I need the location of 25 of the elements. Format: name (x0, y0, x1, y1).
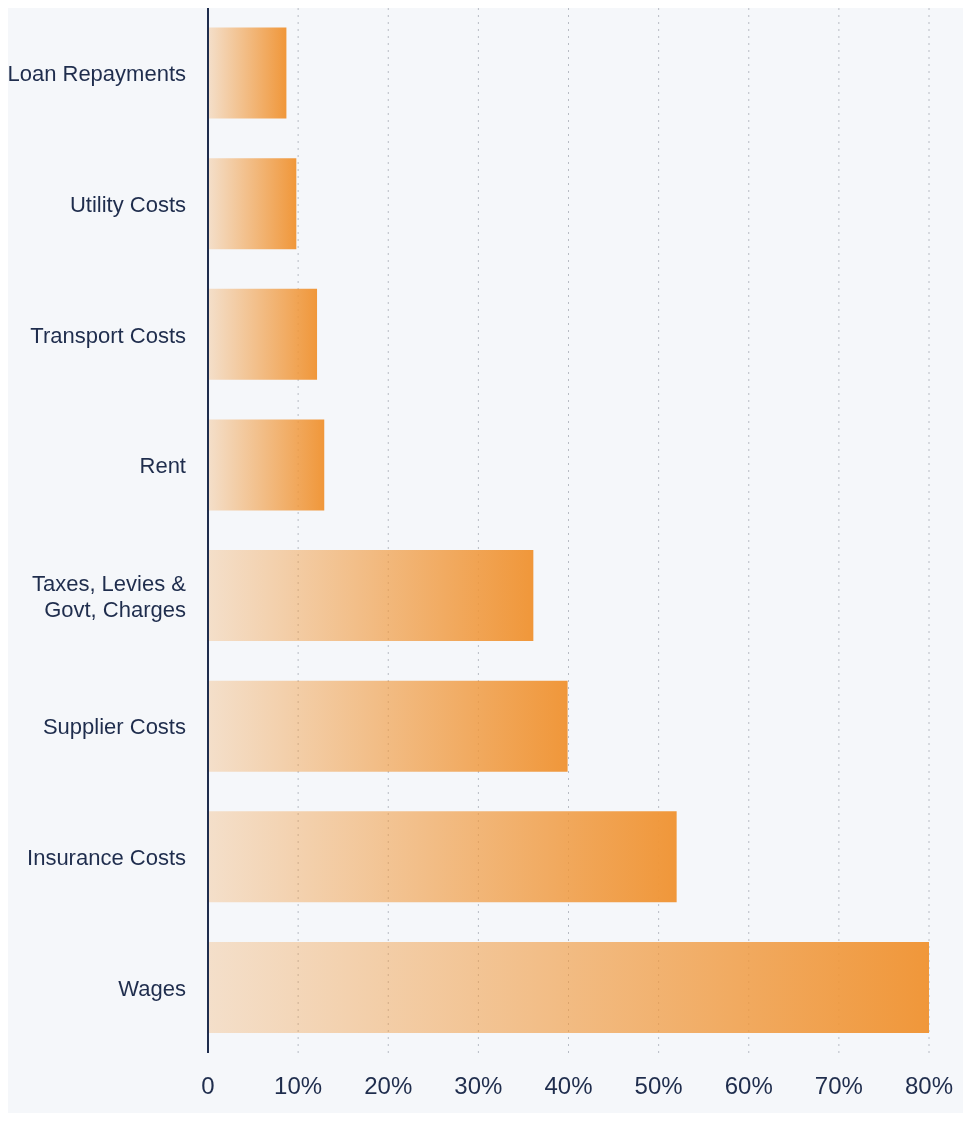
bar (208, 680, 568, 772)
y-tick-label: Taxes, Levies & Govt, Charges (31, 570, 187, 622)
y-tick-label: Wages (118, 975, 186, 1001)
x-tick-label: 80% (904, 1072, 954, 1100)
x-tick-label: 10% (274, 1072, 323, 1100)
bar (208, 550, 534, 642)
y-tick-label: Insurance Costs (27, 844, 186, 870)
x-tick-label: 60% (724, 1072, 773, 1100)
bar (208, 288, 318, 380)
x-tick-label: 70% (814, 1072, 863, 1100)
y-tick-label: Utility Costs (69, 191, 186, 217)
y-tick-label: Supplier Costs (42, 713, 186, 739)
bar (208, 941, 929, 1033)
bar (208, 419, 325, 511)
x-tick-label: 30% (454, 1072, 503, 1100)
bar (208, 27, 287, 119)
x-tick-label: 20% (364, 1072, 413, 1100)
x-tick-label: 50% (634, 1072, 683, 1100)
x-tick-label: 40% (544, 1072, 593, 1100)
y-tick-label: Rent (139, 452, 186, 478)
x-tick-label: 0 (201, 1072, 215, 1100)
bar (208, 158, 297, 250)
y-tick-label: Transport Costs (30, 322, 186, 348)
bar (208, 811, 677, 903)
y-tick-label: Loan Repayments (7, 60, 186, 86)
